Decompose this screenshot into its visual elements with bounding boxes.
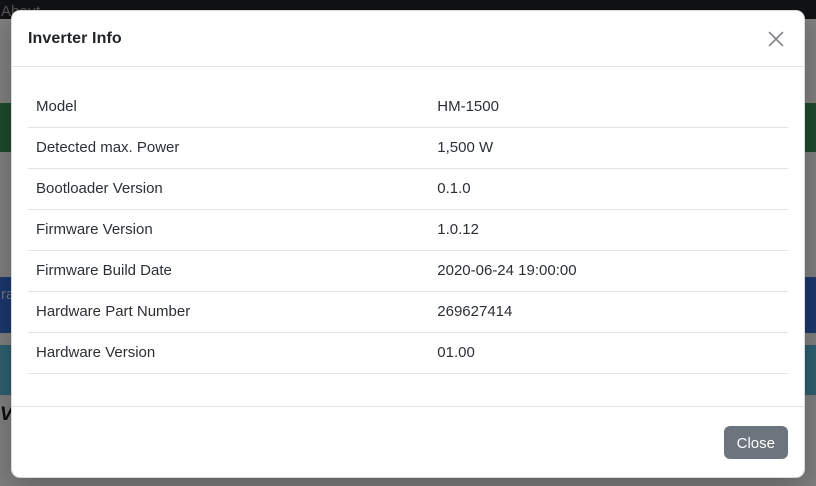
table-row: Model HM-1500	[28, 86, 788, 128]
table-row: Detected max. Power 1,500 W	[28, 127, 788, 169]
row-value: 1.0.12	[429, 209, 788, 251]
row-value: 01.00	[429, 332, 788, 374]
inverter-info-modal: Inverter Info Model HM-1500 Detected max…	[11, 10, 805, 478]
row-label: Hardware Part Number	[28, 291, 430, 333]
table-row: Hardware Version 01.00	[28, 332, 788, 374]
table-row: Firmware Version 1.0.12	[28, 209, 788, 251]
modal-body: Model HM-1500 Detected max. Power 1,500 …	[12, 67, 804, 406]
row-value: HM-1500	[429, 86, 788, 128]
table-row: Firmware Build Date 2020-06-24 19:00:00	[28, 250, 788, 292]
row-label: Detected max. Power	[28, 127, 430, 169]
modal-footer: Close	[12, 406, 804, 477]
row-label: Hardware Version	[28, 332, 430, 374]
table-row: Bootloader Version 0.1.0	[28, 168, 788, 210]
row-value: 1,500 W	[429, 127, 788, 169]
modal-title: Inverter Info	[28, 29, 122, 47]
table-row: Hardware Part Number 269627414	[28, 291, 788, 333]
row-label: Model	[28, 86, 430, 128]
row-label: Firmware Build Date	[28, 250, 430, 292]
close-button[interactable]: Close	[723, 425, 788, 459]
inverter-info-table: Model HM-1500 Detected max. Power 1,500 …	[28, 86, 788, 374]
row-value: 269627414	[429, 291, 788, 333]
row-value: 0.1.0	[429, 168, 788, 210]
modal-header: Inverter Info	[12, 11, 804, 67]
row-value: 2020-06-24 19:00:00	[429, 250, 788, 292]
row-label: Firmware Version	[28, 209, 430, 251]
row-label: Bootloader Version	[28, 168, 430, 210]
close-icon[interactable]	[762, 25, 790, 53]
